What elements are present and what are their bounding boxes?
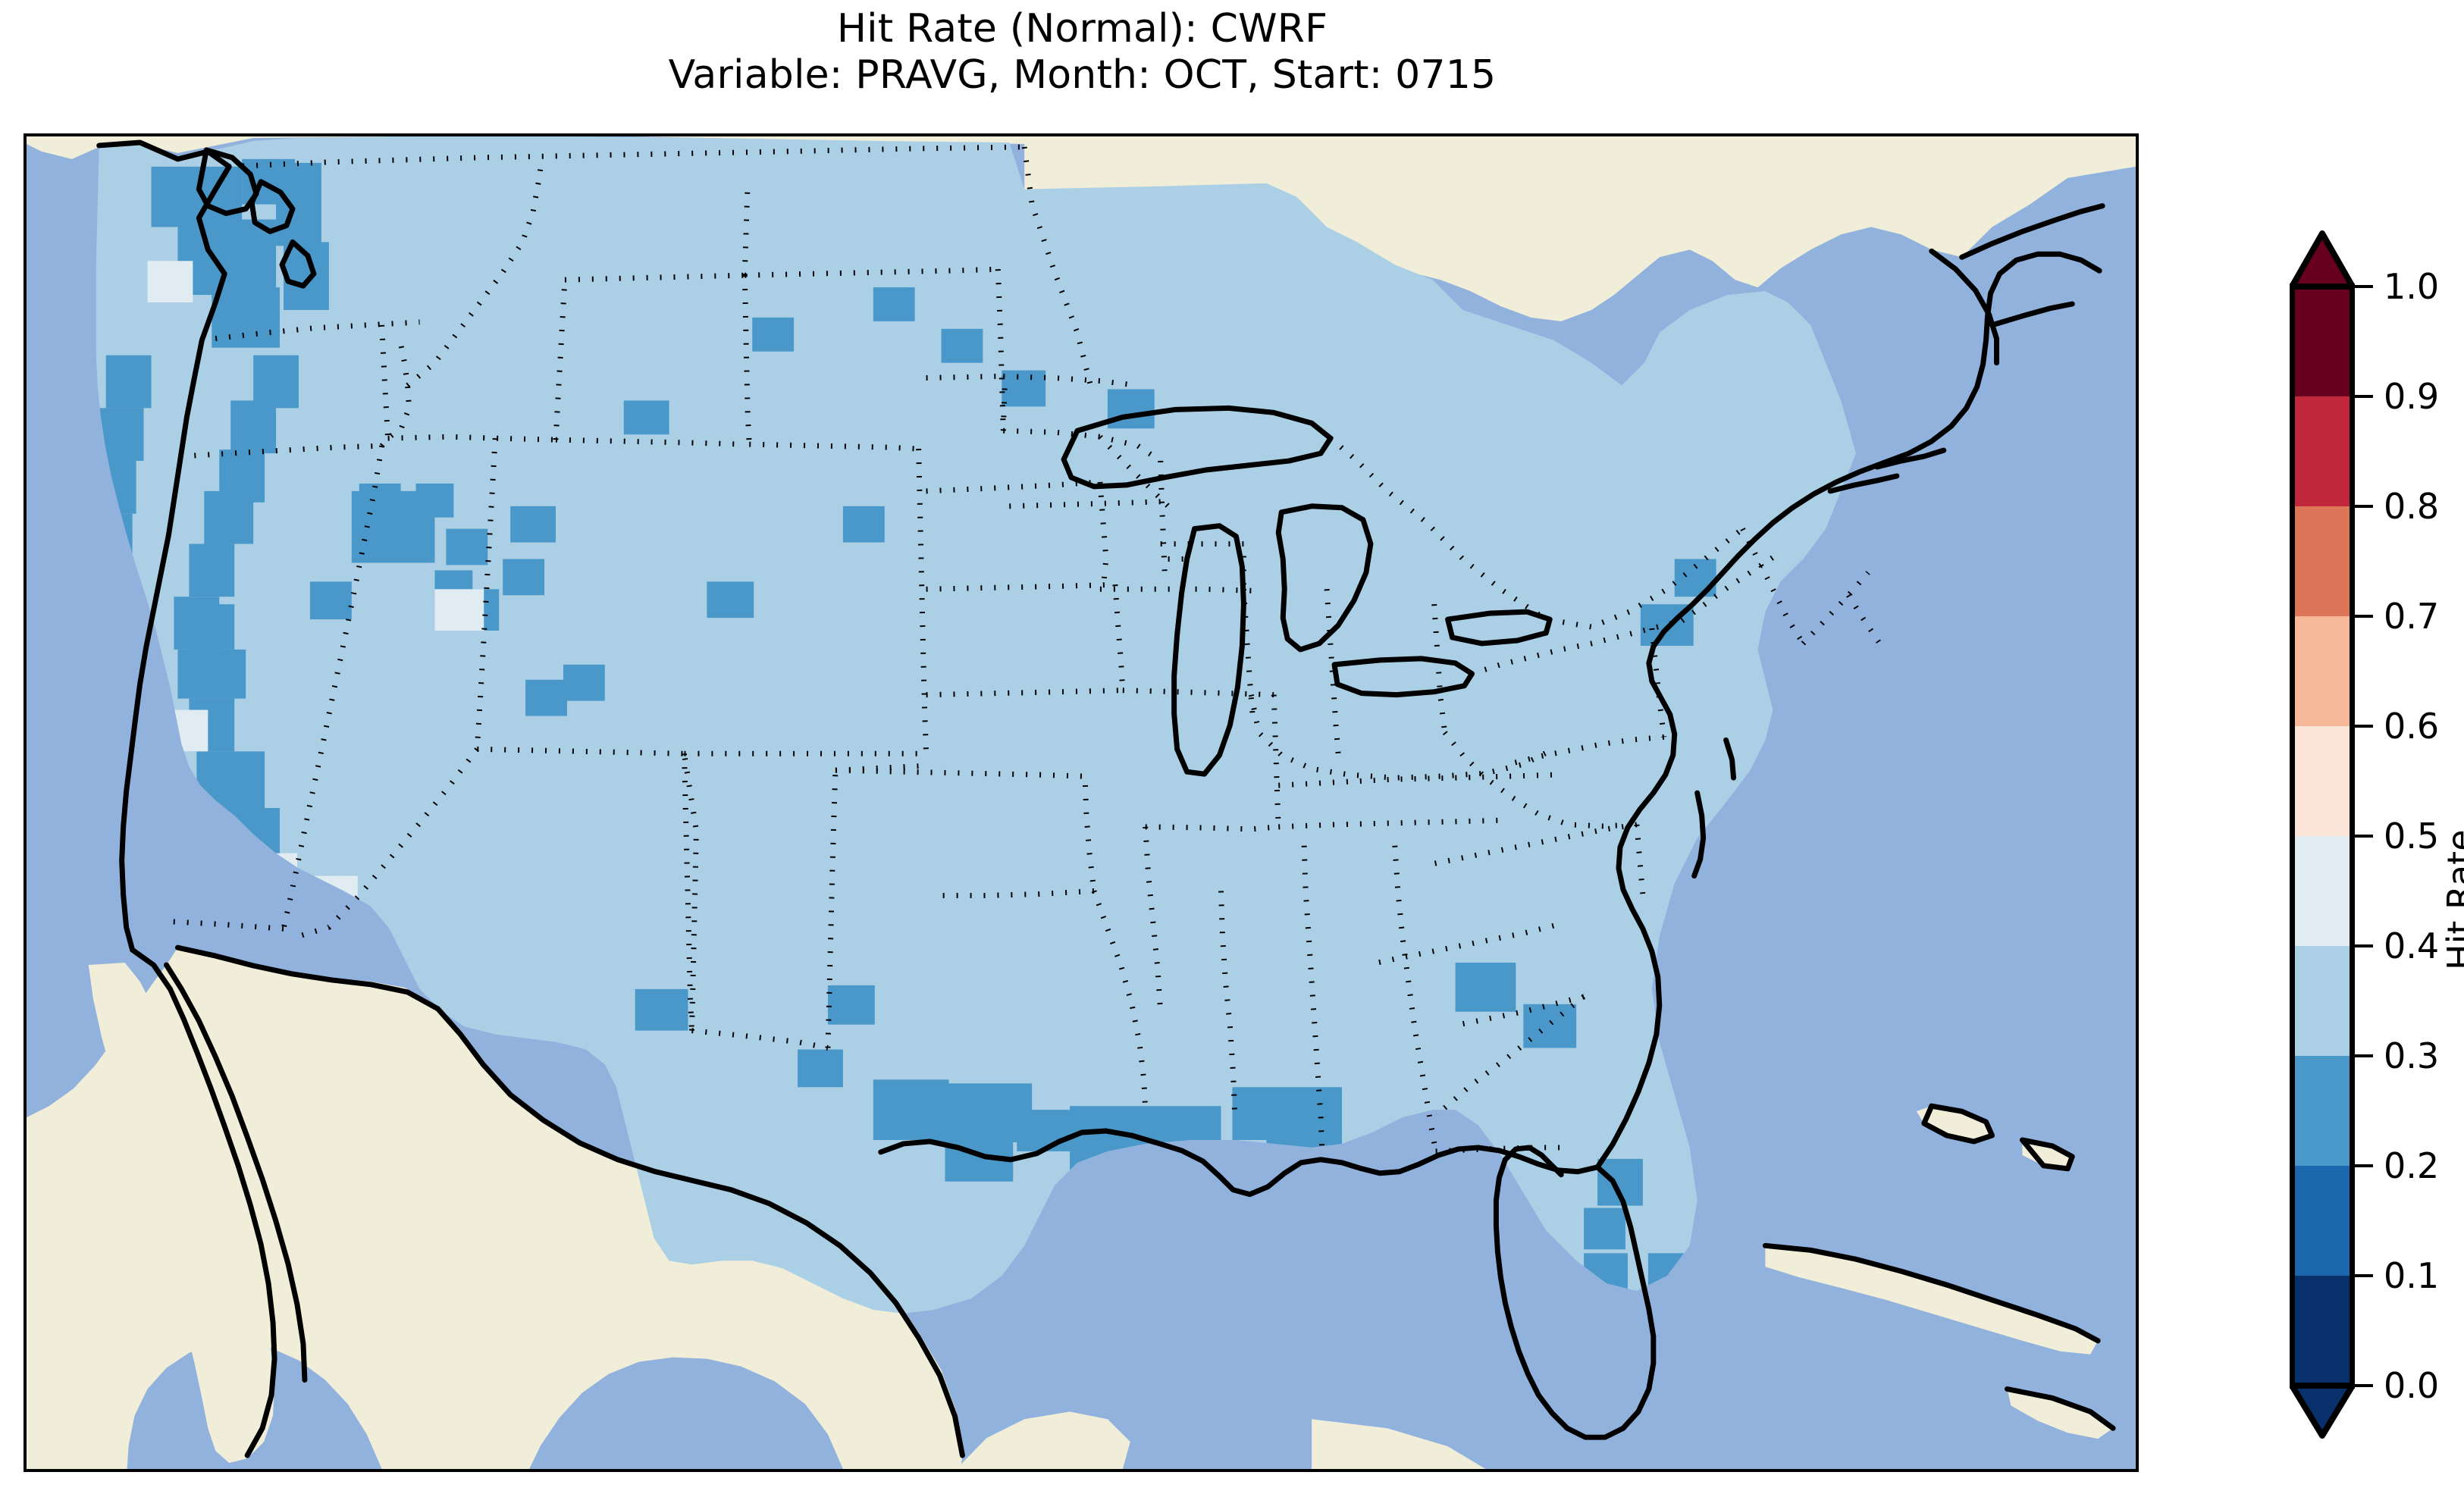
map-axes xyxy=(24,133,2139,1472)
tick-label: 0.0 xyxy=(2384,1365,2440,1406)
colorbar-under-arrow xyxy=(2290,1383,2355,1439)
tick-mark xyxy=(2355,1384,2373,1387)
tick-mark xyxy=(2355,725,2373,728)
tick-mark xyxy=(2355,615,2373,618)
colorbar-over-arrow xyxy=(2290,230,2355,290)
tick-mark xyxy=(2355,944,2373,947)
colorbar-gradient xyxy=(2290,230,2355,1439)
tick-label: 0.5 xyxy=(2384,816,2440,857)
tick-label: 0.4 xyxy=(2384,926,2440,966)
colorbar: 1.0 0.9 0.8 0.7 0.6 0.5 xyxy=(2290,227,2464,1471)
title-line-2: Variable: PRAVG, Month: OCT, Start: 0715 xyxy=(668,52,1497,99)
colorbar-axis-label: Hit Rate xyxy=(2403,743,2464,970)
tick-mark xyxy=(2355,835,2373,838)
tick-label: 0.2 xyxy=(2384,1145,2440,1186)
colorbar-axis-label-text: Hit Rate xyxy=(2440,829,2464,970)
tick-mark xyxy=(2355,1274,2373,1277)
map-plot xyxy=(27,136,2136,1469)
colorbar-bar[interactable] xyxy=(2290,227,2355,1440)
tick-mark xyxy=(2355,1164,2373,1167)
title-line-1: Hit Rate (Normal): CWRF xyxy=(836,6,1328,52)
tick-label: 0.9 xyxy=(2384,376,2440,417)
figure-title: Hit Rate (Normal): CWRF Variable: PRAVG,… xyxy=(0,6,2165,99)
tick-mark xyxy=(2355,505,2373,508)
state-border-layer xyxy=(162,144,1881,1156)
colorbar-tick-list: 1.0 0.9 0.8 0.7 0.6 0.5 xyxy=(2355,227,2464,1440)
coastline-layer xyxy=(96,139,2116,1458)
tick-label: 0.8 xyxy=(2384,486,2440,527)
tick-label: 1.0 xyxy=(2384,266,2440,307)
tick-label: 0.7 xyxy=(2384,596,2440,637)
foreign-land-mexico xyxy=(27,947,2114,1469)
foreign-land-canada xyxy=(27,136,2136,321)
tick-label: 0.3 xyxy=(2384,1035,2440,1076)
tick-label: 0.6 xyxy=(2384,706,2440,747)
tick-mark xyxy=(2355,1054,2373,1057)
tick-label: 0.1 xyxy=(2384,1255,2440,1296)
tick-mark xyxy=(2355,285,2373,288)
tick-mark xyxy=(2355,395,2373,398)
